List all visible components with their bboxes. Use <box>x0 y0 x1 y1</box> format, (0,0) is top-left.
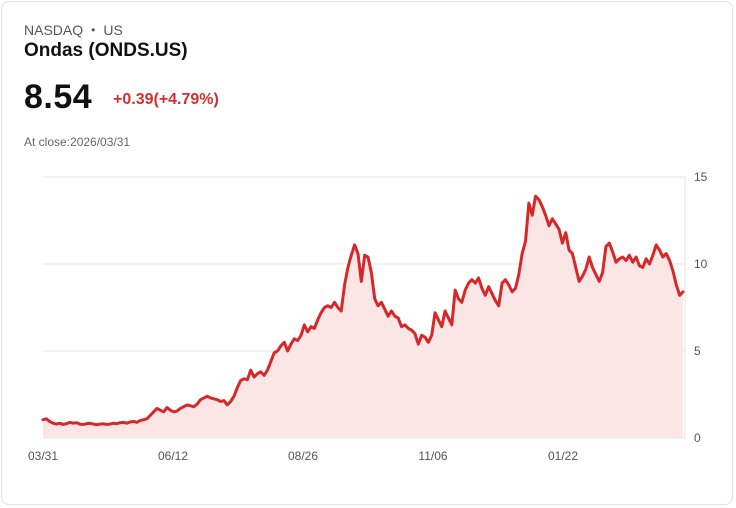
exchange-name: NASDAQ <box>24 22 84 38</box>
y-axis-labels: 0 5 10 15 <box>694 170 708 445</box>
x-tick-label: 11/06 <box>418 449 447 463</box>
separator-dot: • <box>91 23 96 37</box>
price-line[interactable] <box>41 194 685 427</box>
price-area-fill <box>43 196 683 438</box>
market-name: US <box>103 22 123 38</box>
x-axis-labels: 03/31 06/12 08/26 11/06 01/22 <box>28 449 578 463</box>
price-change: +0.39(+4.79%) <box>113 91 219 108</box>
y-tick-label: 15 <box>694 170 708 184</box>
y-tick-label: 5 <box>694 344 701 358</box>
current-price: 8.54 <box>24 78 93 116</box>
close-date: At close:2026/03/31 <box>24 135 131 149</box>
x-tick-label: 01/22 <box>548 449 578 463</box>
y-tick-label: 10 <box>694 257 708 271</box>
x-tick-label: 06/12 <box>158 449 188 463</box>
x-tick-label: 08/26 <box>288 449 318 463</box>
stock-title: Ondas (ONDS.US) <box>24 40 188 61</box>
y-tick-label: 0 <box>694 431 701 445</box>
x-tick-label: 03/31 <box>28 449 58 463</box>
exchange-line: NASDAQ • US <box>24 22 123 38</box>
